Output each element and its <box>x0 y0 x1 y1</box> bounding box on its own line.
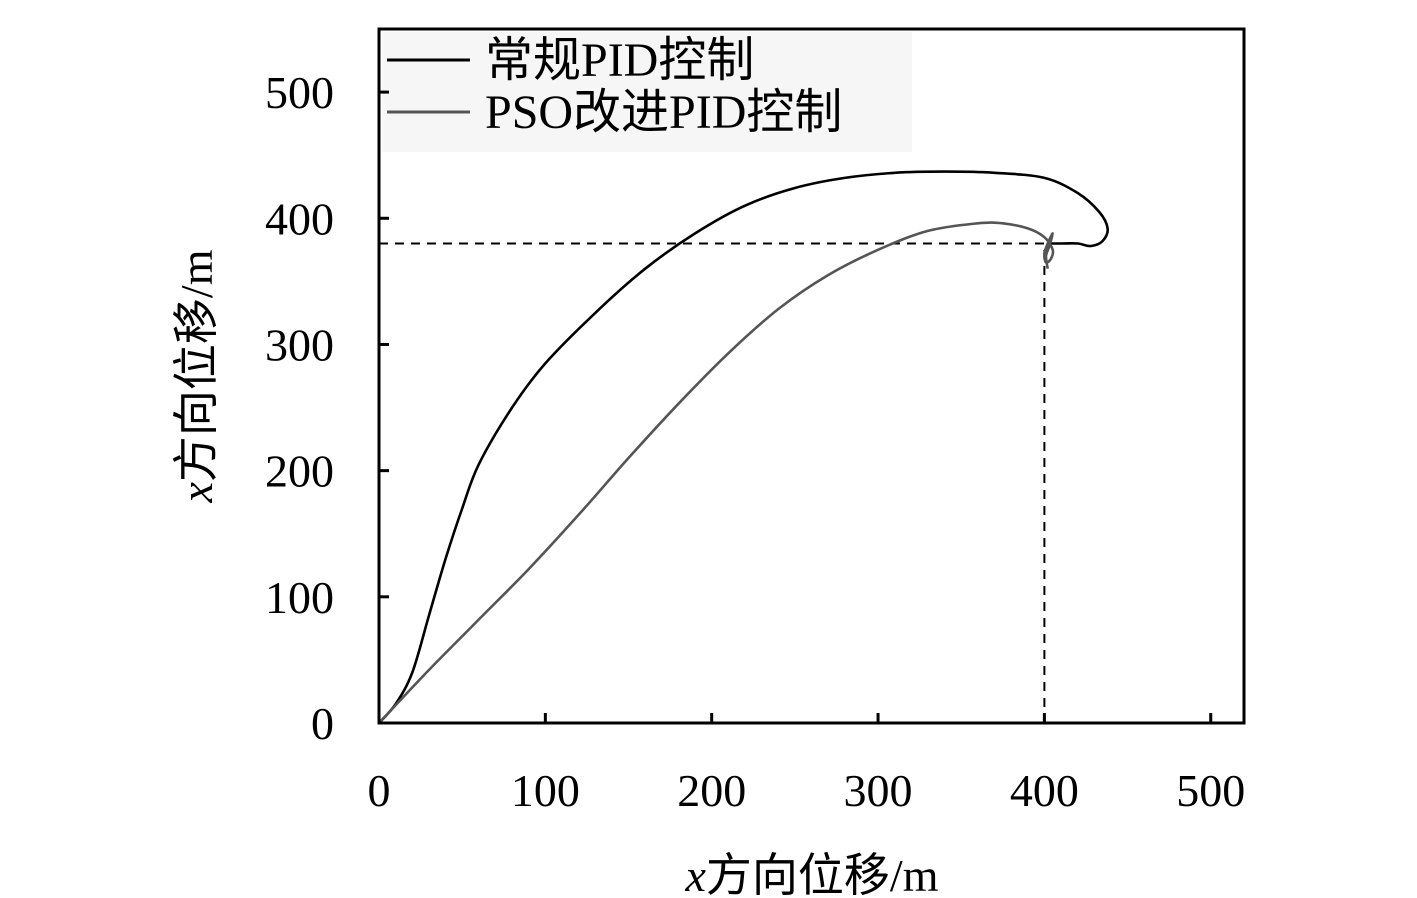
series-line-2 <box>378 221 1055 724</box>
y-tick-label: 300 <box>265 319 334 370</box>
y-tick-label: 0 <box>311 698 334 749</box>
y-axis-label-text: 方向位移/m <box>171 249 222 482</box>
x-tick-label: 500 <box>1176 765 1245 816</box>
x-tick-label: 0 <box>368 765 391 816</box>
x-tick-label: 100 <box>511 765 580 816</box>
legend-label-2: PSO改进PID控制 <box>485 86 842 139</box>
x-axis-label-var: x <box>685 850 707 898</box>
y-tick-label: 400 <box>265 193 334 244</box>
x-axis-label-text: 方向位移/m <box>706 850 939 898</box>
y-tick-label: 200 <box>265 446 334 497</box>
y-tick-label: 500 <box>265 67 334 118</box>
y-tick-label: 100 <box>265 572 334 623</box>
x-tick-label: 400 <box>1010 765 1079 816</box>
x-tick-label: 200 <box>677 765 746 816</box>
x-axis-label: x方向位移/m <box>685 850 939 898</box>
y-axis-label-var: x <box>171 481 222 503</box>
series-line-1 <box>378 170 1109 724</box>
y-axis-label: x方向位移/m <box>171 249 222 503</box>
legend-label-1: 常规PID控制 <box>485 34 754 87</box>
legend-background <box>382 32 912 152</box>
x-tick-label: 300 <box>844 765 913 816</box>
plot-frame <box>377 27 1246 725</box>
